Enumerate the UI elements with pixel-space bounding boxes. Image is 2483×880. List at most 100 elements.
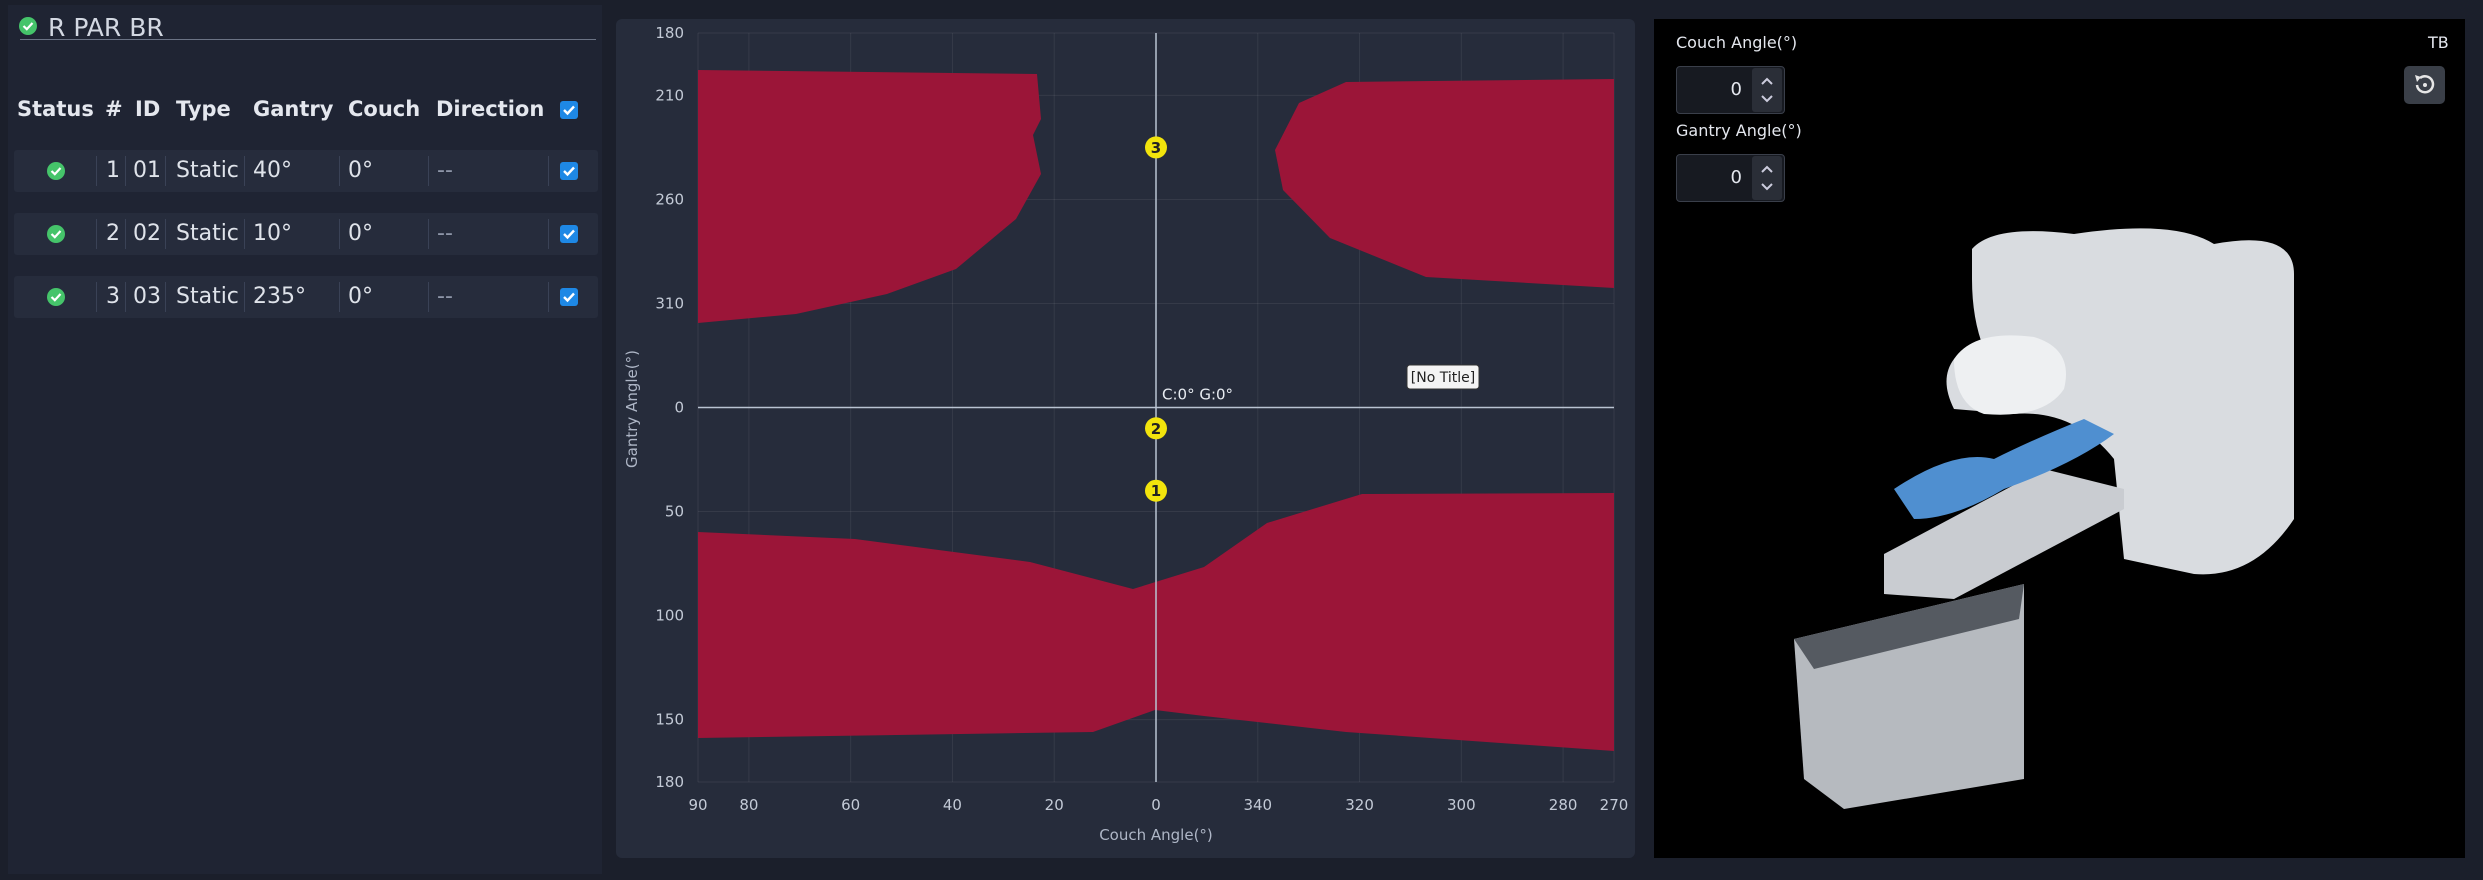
y-tick-label: 50 (665, 503, 684, 521)
checkbox[interactable] (560, 101, 578, 119)
y-tick-label: 100 (655, 607, 684, 625)
cell-separator (244, 156, 245, 186)
y-axis-title: Gantry Angle(°) (623, 350, 641, 468)
checkbox-tick (563, 229, 575, 240)
beam-cell: 0° (348, 158, 373, 183)
beam-row[interactable] (14, 150, 598, 192)
couch-angle-label: Couch Angle(°) (1676, 33, 1798, 52)
x-axis-title: Couch Angle(°) (1099, 826, 1213, 844)
beam-marker-label: 2 (1151, 420, 1161, 438)
y-tick-label: 210 (655, 86, 684, 104)
x-tick-label: 320 (1345, 796, 1374, 814)
crosshair-label: C:0° G:0° (1162, 386, 1233, 404)
x-tick-label: 280 (1549, 796, 1578, 814)
cell-separator (125, 282, 126, 312)
beam-marker[interactable] (1145, 479, 1167, 502)
title-rule (20, 39, 596, 40)
beam-marker[interactable] (1145, 136, 1167, 159)
gantry-shape (1946, 228, 2294, 575)
x-tick-label: 90 (688, 796, 707, 814)
check-circle (47, 288, 65, 306)
cell-separator (244, 282, 245, 312)
checkbox[interactable] (560, 162, 578, 180)
cell-separator (165, 156, 166, 186)
beam-status-icon (47, 225, 65, 243)
plan-status-icon (19, 17, 37, 35)
x-tick-label: 300 (1447, 796, 1476, 814)
x-tick-label: 270 (1600, 796, 1629, 814)
couch-angle-input[interactable]: 0 (1676, 66, 1785, 114)
y-tick-label: 180 (655, 773, 684, 791)
beam-cell: 02 (133, 221, 161, 246)
column-header: Type (176, 97, 231, 121)
beam-cell: 3 (106, 284, 120, 309)
gantry-head (1954, 335, 2066, 415)
couch-top (1884, 469, 2124, 599)
beam-cell: -- (437, 221, 453, 246)
tick (563, 166, 575, 177)
cell-separator (339, 156, 340, 186)
couch-angle-value: 0 (1730, 79, 1742, 100)
x-tick-label: 40 (943, 796, 962, 814)
checkbox-tick (563, 166, 575, 177)
check-mark (22, 22, 34, 31)
check-circle (47, 162, 65, 180)
column-header: Status (17, 97, 94, 121)
gantry-angle-value: 0 (1730, 167, 1742, 188)
check-mark (50, 293, 62, 302)
spinner[interactable] (1752, 156, 1782, 200)
cell-separator (244, 219, 245, 249)
beam-cell: 01 (133, 158, 161, 183)
cell-separator (548, 219, 549, 249)
beam-cell: 235° (253, 284, 306, 309)
patient-shape (1894, 419, 2114, 519)
column-header: # (105, 97, 123, 121)
mode-label: TB (2428, 33, 2449, 52)
x-tick-label: 340 (1243, 796, 1272, 814)
cell-separator (548, 282, 549, 312)
beam-cell: -- (437, 158, 453, 183)
machine-render (1794, 228, 2294, 809)
beam-cell: 2 (106, 221, 120, 246)
column-header: ID (135, 97, 161, 121)
collision-zone (698, 70, 1041, 323)
beam-marker[interactable] (1145, 417, 1167, 440)
beam-cell: Static (176, 158, 239, 183)
beam-cell: -- (437, 284, 453, 309)
spinner[interactable] (1752, 68, 1782, 112)
3d-view-panel: Couch Angle(°) 0 Gantry Angle(°) 0 TB (1654, 19, 2465, 858)
reset-view-button[interactable] (2404, 66, 2445, 104)
y-tick-label: 310 (655, 294, 684, 312)
beam-status-icon (47, 162, 65, 180)
tick (563, 292, 575, 303)
plan-panel: R PAR BR Status # ID Type Gantry Couch Directi… (8, 5, 602, 874)
beam-row[interactable] (14, 276, 598, 318)
cell-separator (428, 156, 429, 186)
x-tick-label: 20 (1045, 796, 1064, 814)
x-tick-label: 0 (1151, 796, 1161, 814)
x-tick-label: 60 (841, 796, 860, 814)
beam-cell: 40° (253, 158, 292, 183)
cell-separator (548, 156, 549, 186)
y-tick-label: 150 (655, 711, 684, 729)
x-tick-label: 80 (739, 796, 758, 814)
annotation: [No Title] (1411, 370, 1475, 386)
collision-zone (1275, 79, 1614, 288)
checkbox[interactable] (560, 288, 578, 306)
collision-map: Gantry Angle(°) Couch Angle(°) 180210260… (616, 19, 1635, 858)
beam-cell: Static (176, 221, 239, 246)
check-circle (19, 17, 37, 35)
checkbox-tick (563, 105, 575, 116)
checkbox[interactable] (560, 225, 578, 243)
cell-separator (96, 219, 97, 249)
gantry-angle-input[interactable]: 0 (1676, 154, 1785, 202)
y-tick-label: 260 (655, 190, 684, 208)
beam-cell: 10° (253, 221, 292, 246)
gantry-angle-label: Gantry Angle(°) (1676, 121, 1802, 140)
beam-row[interactable] (14, 213, 598, 255)
annotation-box (1406, 364, 1480, 390)
beam-cell: 1 (106, 158, 120, 183)
column-header: Direction (436, 97, 545, 121)
y-tick-label: 0 (674, 399, 684, 417)
cell-separator (339, 282, 340, 312)
